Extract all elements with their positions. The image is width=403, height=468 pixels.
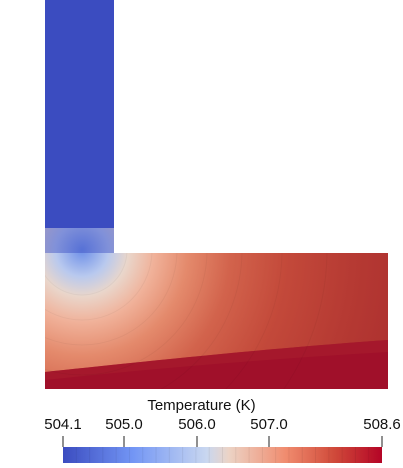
- inlet-transition: [45, 228, 114, 253]
- scalar-bar-bands: [75, 447, 370, 463]
- scalar-bar-gradient: [63, 447, 382, 463]
- inlet-channel: [45, 0, 114, 253]
- body-domain: [45, 253, 388, 389]
- scalar-bar: [62, 436, 383, 463]
- scalar-bar-ticks: [62, 436, 383, 447]
